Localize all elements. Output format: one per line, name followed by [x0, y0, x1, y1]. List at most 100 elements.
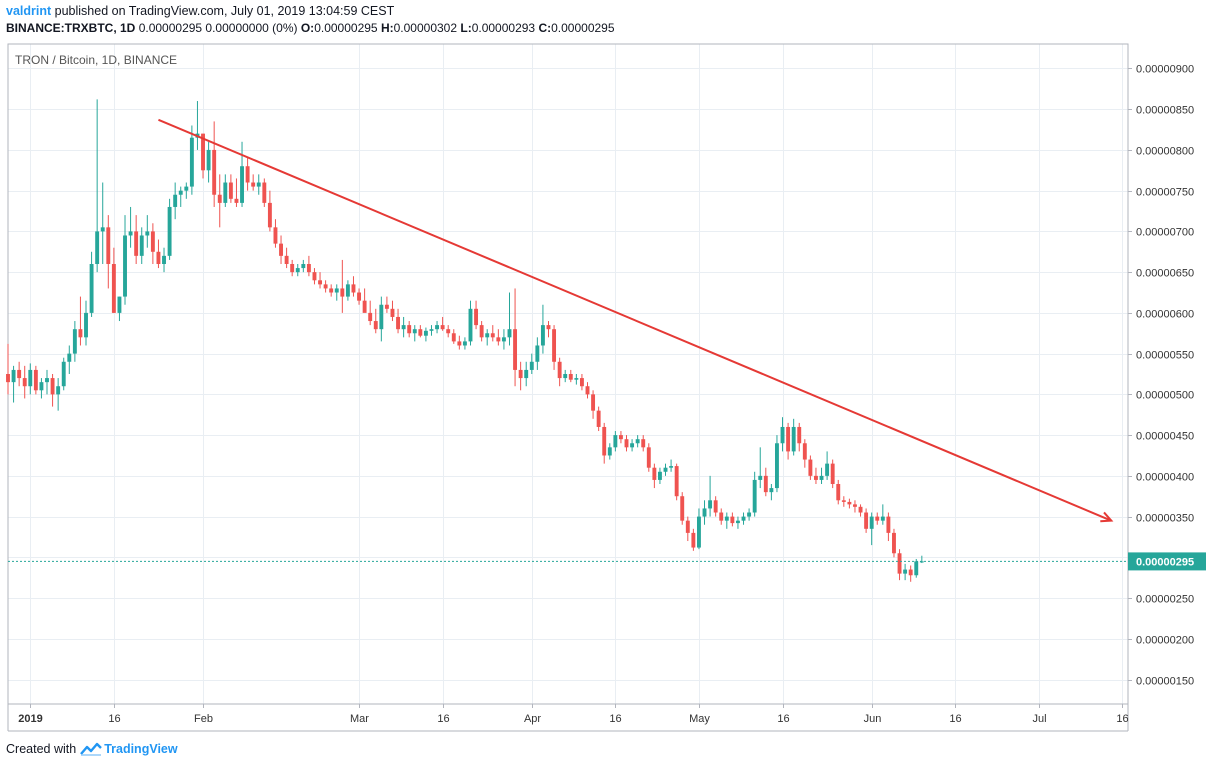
- y-tick-label: 0.00000850: [1136, 105, 1194, 117]
- candle-body: [329, 288, 334, 293]
- candle-body: [318, 280, 322, 285]
- candle-body: [301, 264, 306, 269]
- candle-body: [173, 194, 178, 207]
- candle-body: [908, 569, 913, 576]
- candle-body: [28, 369, 33, 387]
- candle-body: [84, 312, 88, 338]
- candle-body: [513, 329, 518, 370]
- candle-body: [680, 496, 685, 521]
- y-tick-label: 0.00000450: [1136, 431, 1194, 443]
- y-tick-label: 0.00000150: [1136, 676, 1194, 688]
- candle-body: [446, 329, 451, 334]
- candle-body: [362, 300, 367, 313]
- candle-body: [657, 471, 662, 480]
- candle-body: [607, 447, 612, 456]
- candle-body: [869, 516, 874, 529]
- candle-body: [123, 235, 127, 297]
- candle-body: [6, 374, 10, 383]
- candle-body: [145, 231, 150, 236]
- candle-body: [39, 382, 44, 391]
- candle-body: [33, 369, 38, 391]
- candle-body: [134, 231, 139, 256]
- y-tick-label: 0.00000350: [1136, 513, 1194, 525]
- y-tick-label: 0.00000550: [1136, 350, 1194, 362]
- candle-body: [841, 500, 846, 502]
- candle-body: [557, 361, 562, 379]
- last-price-label: 0.00000295: [1128, 552, 1206, 571]
- candle-body: [853, 504, 857, 507]
- publish-info: valdrint published on TradingView.com, J…: [6, 4, 394, 18]
- candle-body: [212, 149, 217, 195]
- open-label: O:: [300, 21, 315, 35]
- candle-body: [814, 475, 818, 480]
- x-tick-label: 16: [949, 713, 961, 725]
- candle-body: [423, 330, 428, 336]
- candle-body: [462, 341, 467, 346]
- candle-body: [786, 426, 791, 452]
- last-price-label-text: 0.00000295: [1136, 556, 1194, 568]
- candle-body: [496, 337, 501, 342]
- candle-body: [368, 312, 373, 322]
- candle-body: [758, 475, 763, 480]
- candle-body: [418, 329, 423, 336]
- candle-body: [596, 410, 601, 427]
- candle-body: [351, 284, 356, 293]
- candle-body: [546, 325, 551, 330]
- candle-body: [295, 268, 300, 273]
- candle-body: [775, 443, 779, 489]
- price-axis: 0.000001500.000002000.000002500.00000300…: [1128, 64, 1194, 688]
- candle-body: [685, 520, 690, 533]
- candle-body: [345, 284, 350, 297]
- candle-body: [228, 182, 233, 199]
- candle-body: [290, 264, 295, 273]
- candle-body: [206, 149, 211, 171]
- x-tick-label: 16: [1116, 713, 1128, 725]
- candle-body: [201, 133, 205, 171]
- candle-body: [802, 443, 807, 460]
- candle-body: [641, 439, 646, 448]
- trendline-arrowhead: [1100, 511, 1114, 523]
- candle-body: [56, 386, 61, 395]
- candle-body: [50, 378, 55, 395]
- candle-body: [825, 463, 830, 476]
- candle-body: [11, 369, 16, 383]
- y-tick-label: 0.00000250: [1136, 594, 1194, 606]
- candle-body: [797, 426, 802, 444]
- candle-body: [696, 516, 701, 548]
- low-value: 0.00000293: [471, 21, 536, 35]
- candle-body: [747, 512, 752, 517]
- candle-body: [340, 288, 345, 297]
- x-tick-label: Apr: [524, 713, 541, 725]
- footer: Created with TradingView: [6, 742, 178, 756]
- candle-body: [819, 475, 824, 480]
- candle-body: [529, 361, 534, 370]
- candle-body: [384, 304, 389, 309]
- x-tick-label: 2019: [18, 713, 42, 725]
- candle-body: [501, 337, 506, 342]
- y-tick-label: 0.00000600: [1136, 309, 1194, 321]
- candle-body: [574, 378, 579, 380]
- candle-body: [752, 479, 757, 513]
- candle-body: [490, 333, 495, 338]
- x-tick-label: 16: [777, 713, 789, 725]
- tradingview-brand[interactable]: TradingView: [80, 742, 178, 756]
- candle-body: [22, 378, 27, 387]
- y-tick-label: 0.00000650: [1136, 268, 1194, 280]
- candle-body: [178, 190, 183, 195]
- candle-body: [674, 466, 679, 497]
- candle-body: [663, 467, 668, 472]
- candle-body: [440, 325, 445, 330]
- candle-body: [702, 508, 707, 517]
- candle-body: [485, 333, 490, 338]
- candle-body: [886, 516, 891, 533]
- low-label: L:: [460, 21, 472, 35]
- candle-body: [95, 231, 100, 264]
- chart-title: TRON / Bitcoin, 1D, BINANCE: [15, 53, 177, 67]
- candle-body: [245, 166, 250, 183]
- author-name[interactable]: valdrint: [6, 4, 52, 18]
- candle-body: [407, 325, 412, 334]
- candle-body: [67, 353, 72, 362]
- candle-body: [568, 374, 573, 380]
- candle-body: [106, 227, 111, 264]
